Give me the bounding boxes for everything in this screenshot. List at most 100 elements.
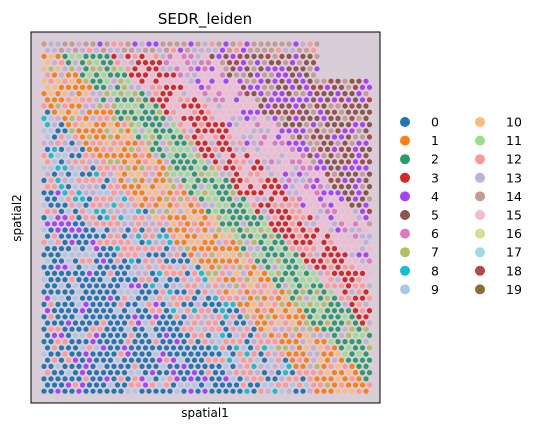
spot-cluster-0 <box>86 370 93 376</box>
spot-cluster-4 <box>293 103 299 109</box>
spot-cluster-13 <box>132 264 138 270</box>
spot-cluster-3 <box>216 140 222 146</box>
spot-cluster-12 <box>296 246 303 252</box>
spot-cluster-15 <box>300 190 306 196</box>
spot-cluster-12 <box>62 78 68 84</box>
spot-cluster-13 <box>79 47 86 53</box>
legend-marker-10 <box>475 117 485 127</box>
spot-cluster-1 <box>286 351 292 357</box>
spot-cluster-0 <box>205 295 212 301</box>
spot-cluster-13 <box>86 184 93 190</box>
spot-cluster-13 <box>359 233 366 239</box>
spot-cluster-15 <box>191 84 198 90</box>
spot-cluster-1 <box>181 215 187 221</box>
spot-cluster-9 <box>177 357 184 363</box>
spot-cluster-18 <box>265 53 271 60</box>
spot-cluster-12 <box>300 215 306 221</box>
spot-cluster-10 <box>72 109 79 115</box>
spot-cluster-2 <box>331 320 338 326</box>
spot-cluster-13 <box>65 159 72 165</box>
spot-cluster-10 <box>107 122 114 128</box>
spot-cluster-13 <box>202 326 208 332</box>
spot-cluster-14 <box>321 128 327 134</box>
spot-cluster-13 <box>128 221 135 227</box>
spot-cluster-12 <box>149 382 156 388</box>
spot-cluster-13 <box>342 301 348 307</box>
spot-cluster-2 <box>128 97 135 103</box>
spot-cluster-2 <box>181 165 187 171</box>
spot-cluster-3 <box>205 122 212 128</box>
spot-cluster-15 <box>363 277 369 283</box>
spot-cluster-6 <box>202 91 208 97</box>
spot-cluster-4 <box>293 115 299 121</box>
spot-cluster-12 <box>216 314 222 320</box>
spot-cluster-0 <box>48 289 54 295</box>
spot-cluster-4 <box>331 134 338 140</box>
spot-cluster-6 <box>188 53 194 60</box>
spot-cluster-3 <box>139 53 145 60</box>
spot-cluster-7 <box>216 215 222 221</box>
spot-cluster-1 <box>142 196 149 202</box>
spot-cluster-10 <box>233 270 240 276</box>
spot-cluster-10 <box>51 84 58 90</box>
spot-cluster-15 <box>356 239 362 245</box>
spot-cluster-7 <box>163 171 170 177</box>
spot-cluster-11 <box>177 171 184 177</box>
spot-cluster-1 <box>191 233 198 239</box>
spot-cluster-15 <box>167 78 173 84</box>
spot-cluster-2 <box>303 308 310 314</box>
spot-cluster-1 <box>212 258 219 264</box>
spot-cluster-12 <box>272 202 278 208</box>
spot-cluster-4 <box>359 84 366 90</box>
spot-cluster-15 <box>342 202 348 208</box>
spot-cluster-12 <box>177 184 184 190</box>
spot-cluster-0 <box>93 233 100 239</box>
spot-cluster-15 <box>275 196 282 202</box>
spot-cluster-9 <box>69 252 75 258</box>
legend-marker-5 <box>400 210 410 220</box>
spot-cluster-15 <box>121 60 128 66</box>
spot-cluster-0 <box>139 388 145 394</box>
spot-cluster-8 <box>121 196 128 202</box>
spot-cluster-3 <box>163 97 170 103</box>
spot-cluster-15 <box>233 84 240 90</box>
spot-cluster-0 <box>135 357 142 363</box>
spot-cluster-4 <box>86 270 93 276</box>
spot-cluster-14 <box>90 41 96 47</box>
spot-cluster-12 <box>41 103 47 109</box>
spot-cluster-0 <box>121 320 128 326</box>
spot-cluster-8 <box>104 215 110 221</box>
spot-cluster-14 <box>300 91 306 97</box>
spot-cluster-1 <box>79 134 86 140</box>
spot-cluster-3 <box>135 60 142 66</box>
spot-cluster-5 <box>307 115 313 121</box>
spot-cluster-0 <box>216 388 222 394</box>
legend-label-3: 3 <box>431 170 439 185</box>
spot-cluster-12 <box>156 295 163 301</box>
spot-cluster-0 <box>104 289 110 295</box>
spot-cluster-0 <box>100 283 107 289</box>
spot-cluster-15 <box>307 202 313 208</box>
spot-cluster-7 <box>349 326 355 332</box>
spot-cluster-0 <box>93 258 100 264</box>
spot-cluster-15 <box>219 84 226 90</box>
spot-cluster-2 <box>310 320 317 326</box>
spot-cluster-11 <box>146 128 152 134</box>
spot-cluster-13 <box>76 66 82 72</box>
spot-cluster-13 <box>289 345 296 351</box>
spot-cluster-15 <box>216 115 222 121</box>
spot-cluster-13 <box>303 221 310 227</box>
spot-cluster-13 <box>139 41 145 47</box>
spot-cluster-10 <box>114 146 121 152</box>
spot-cluster-0 <box>226 332 233 338</box>
spot-cluster-13 <box>209 227 215 233</box>
spot-cluster-12 <box>272 339 278 345</box>
spot-cluster-12 <box>202 289 208 295</box>
spot-cluster-0 <box>118 388 124 394</box>
spot-cluster-12 <box>90 326 96 332</box>
spot-cluster-12 <box>41 153 47 159</box>
spot-cluster-1 <box>321 376 327 382</box>
spot-cluster-7 <box>212 270 219 276</box>
legend-marker-8 <box>400 265 410 276</box>
spot-cluster-12 <box>195 314 201 320</box>
